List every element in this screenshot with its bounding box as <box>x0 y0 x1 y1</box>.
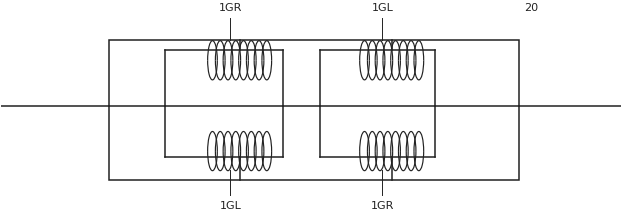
Bar <box>109 40 519 180</box>
Text: 1GR: 1GR <box>371 201 394 211</box>
Text: 1GL: 1GL <box>371 3 393 13</box>
Text: 1GL: 1GL <box>220 201 241 211</box>
Text: 20: 20 <box>524 3 539 13</box>
Text: 1GR: 1GR <box>219 3 242 13</box>
